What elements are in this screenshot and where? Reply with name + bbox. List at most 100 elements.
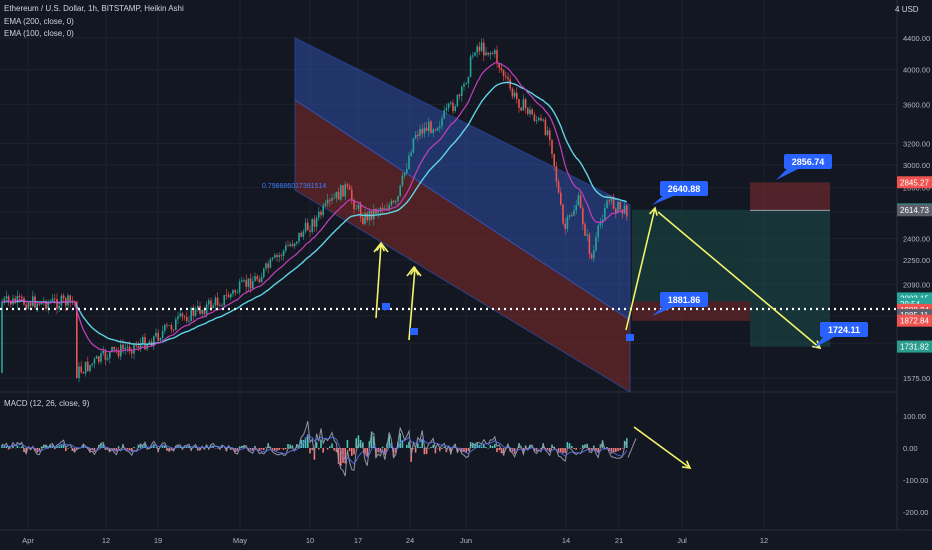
macd-histogram-bar xyxy=(623,440,626,448)
macd-histogram-bar xyxy=(282,448,285,450)
macd-histogram-bar xyxy=(49,445,52,448)
macd-histogram-bar xyxy=(124,448,126,449)
candle xyxy=(483,42,485,56)
macd-histogram-bar xyxy=(161,445,164,448)
candle xyxy=(254,276,256,282)
candle xyxy=(203,309,206,315)
macd-histogram-bar xyxy=(399,433,401,448)
candle xyxy=(153,336,155,346)
candle xyxy=(1,302,3,373)
arrow-up-1 xyxy=(375,243,382,319)
macd-histogram-bar xyxy=(322,448,324,453)
macd-histogram-bar xyxy=(353,448,355,455)
macd-histogram-bar xyxy=(172,448,175,451)
time-tick-label: 12 xyxy=(760,536,768,545)
candle xyxy=(524,99,527,108)
candle xyxy=(362,217,364,224)
callout-2856-tail xyxy=(776,168,800,180)
candle xyxy=(571,215,573,216)
macd-histogram-bar xyxy=(483,443,485,448)
macd-line xyxy=(1,421,628,477)
candle xyxy=(562,204,564,224)
candle xyxy=(491,53,494,54)
macd-histogram-bar xyxy=(597,448,599,454)
candle xyxy=(357,204,360,209)
candle xyxy=(263,268,265,277)
macd-histogram-bar xyxy=(443,446,445,448)
macd-histogram-bar xyxy=(557,448,560,453)
macd-histogram-bar xyxy=(412,448,415,449)
macd-histogram-bar xyxy=(463,448,465,453)
candle xyxy=(615,208,617,213)
macd-histogram-bar xyxy=(309,448,311,454)
candle xyxy=(3,298,5,303)
candle xyxy=(384,208,386,210)
macd-histogram-bar xyxy=(575,448,577,450)
macd-histogram-bar xyxy=(126,448,129,450)
legend-ema100[interactable]: EMA (100, close, 0) xyxy=(4,29,74,38)
candle xyxy=(124,348,126,350)
candle xyxy=(18,295,21,297)
candle xyxy=(403,172,406,176)
macd-histogram-bar xyxy=(234,448,236,452)
macd-histogram-bar xyxy=(359,439,362,448)
time-axis[interactable]: Apr 12 19 May 10 17 24 Jun 14 21 Jul 12 xyxy=(22,536,768,545)
macd-histogram-bar xyxy=(491,445,494,448)
legend-ema200[interactable]: EMA (200, close, 0) xyxy=(4,17,74,26)
price-tick-label: 4000.00 xyxy=(903,66,930,75)
macd-histogram-bar xyxy=(7,448,10,450)
macd-histogram-bar xyxy=(311,448,313,451)
candle xyxy=(188,320,190,322)
currency-indicator: 4 USD xyxy=(895,5,919,14)
legend-macd[interactable]: MACD (12, 26, close, 9) xyxy=(4,399,90,408)
candle xyxy=(399,185,401,197)
arrow-projection-down xyxy=(657,211,821,349)
candle xyxy=(282,250,285,256)
price-tick-label: 1575.00 xyxy=(903,374,930,383)
candle xyxy=(311,219,313,232)
candle xyxy=(16,295,19,304)
candle xyxy=(463,83,465,87)
macd-histogram-bar xyxy=(419,446,421,448)
macd-histogram-bar xyxy=(300,439,302,448)
candle xyxy=(432,129,434,134)
candle xyxy=(36,303,38,308)
candle xyxy=(414,134,417,139)
candle xyxy=(274,255,276,258)
price-tick-label: 3200.00 xyxy=(903,139,930,148)
candle xyxy=(540,117,542,121)
candle xyxy=(450,102,452,104)
candle xyxy=(238,281,241,293)
macd-histogram-bar xyxy=(144,443,146,448)
candle xyxy=(172,329,175,331)
candle xyxy=(623,205,626,214)
candle xyxy=(516,92,518,100)
candle xyxy=(260,276,263,283)
candle xyxy=(302,231,305,237)
candle xyxy=(76,301,78,379)
macd-histogram-bar xyxy=(243,445,245,448)
macd-histogram-bar xyxy=(355,438,357,448)
candle xyxy=(502,70,505,77)
candle xyxy=(221,305,223,306)
candle xyxy=(557,181,560,193)
macd-histogram-bar xyxy=(166,448,168,451)
candle xyxy=(359,204,362,218)
macd-histogram-bar xyxy=(302,439,305,448)
candle xyxy=(494,50,496,54)
arrow-up-1-chevron xyxy=(373,241,389,253)
macd-pane: 100.00 0.00 -100.00 -200.00 xyxy=(1,412,928,517)
macd-histogram-bar xyxy=(329,446,331,448)
candle xyxy=(216,297,219,306)
candle xyxy=(465,83,467,85)
macd-histogram-bar xyxy=(384,448,386,455)
macd-histogram-bar xyxy=(263,448,265,451)
candle xyxy=(298,232,300,242)
macd-histogram-bar xyxy=(289,444,291,448)
macd-histogram-bar xyxy=(568,443,571,448)
short-stop-zone xyxy=(750,182,830,211)
candle xyxy=(487,52,489,55)
macd-histogram-bar xyxy=(265,447,267,448)
channel-lower xyxy=(294,99,631,393)
